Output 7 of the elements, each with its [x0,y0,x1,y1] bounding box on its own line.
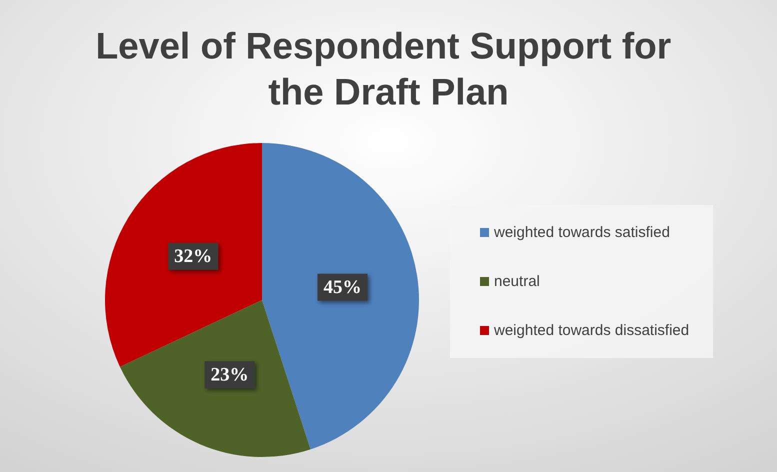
data-label: 32% [174,246,212,267]
legend-label: neutral [494,273,540,290]
legend-label: weighted towards satisfied [493,224,670,241]
legend-label: weighted towards dissatisfied [493,322,690,339]
data-label: 23% [210,364,249,386]
chart-title: Level of Respondent Support for the Draft Plan [96,26,682,112]
data-label: 45% [323,276,362,298]
